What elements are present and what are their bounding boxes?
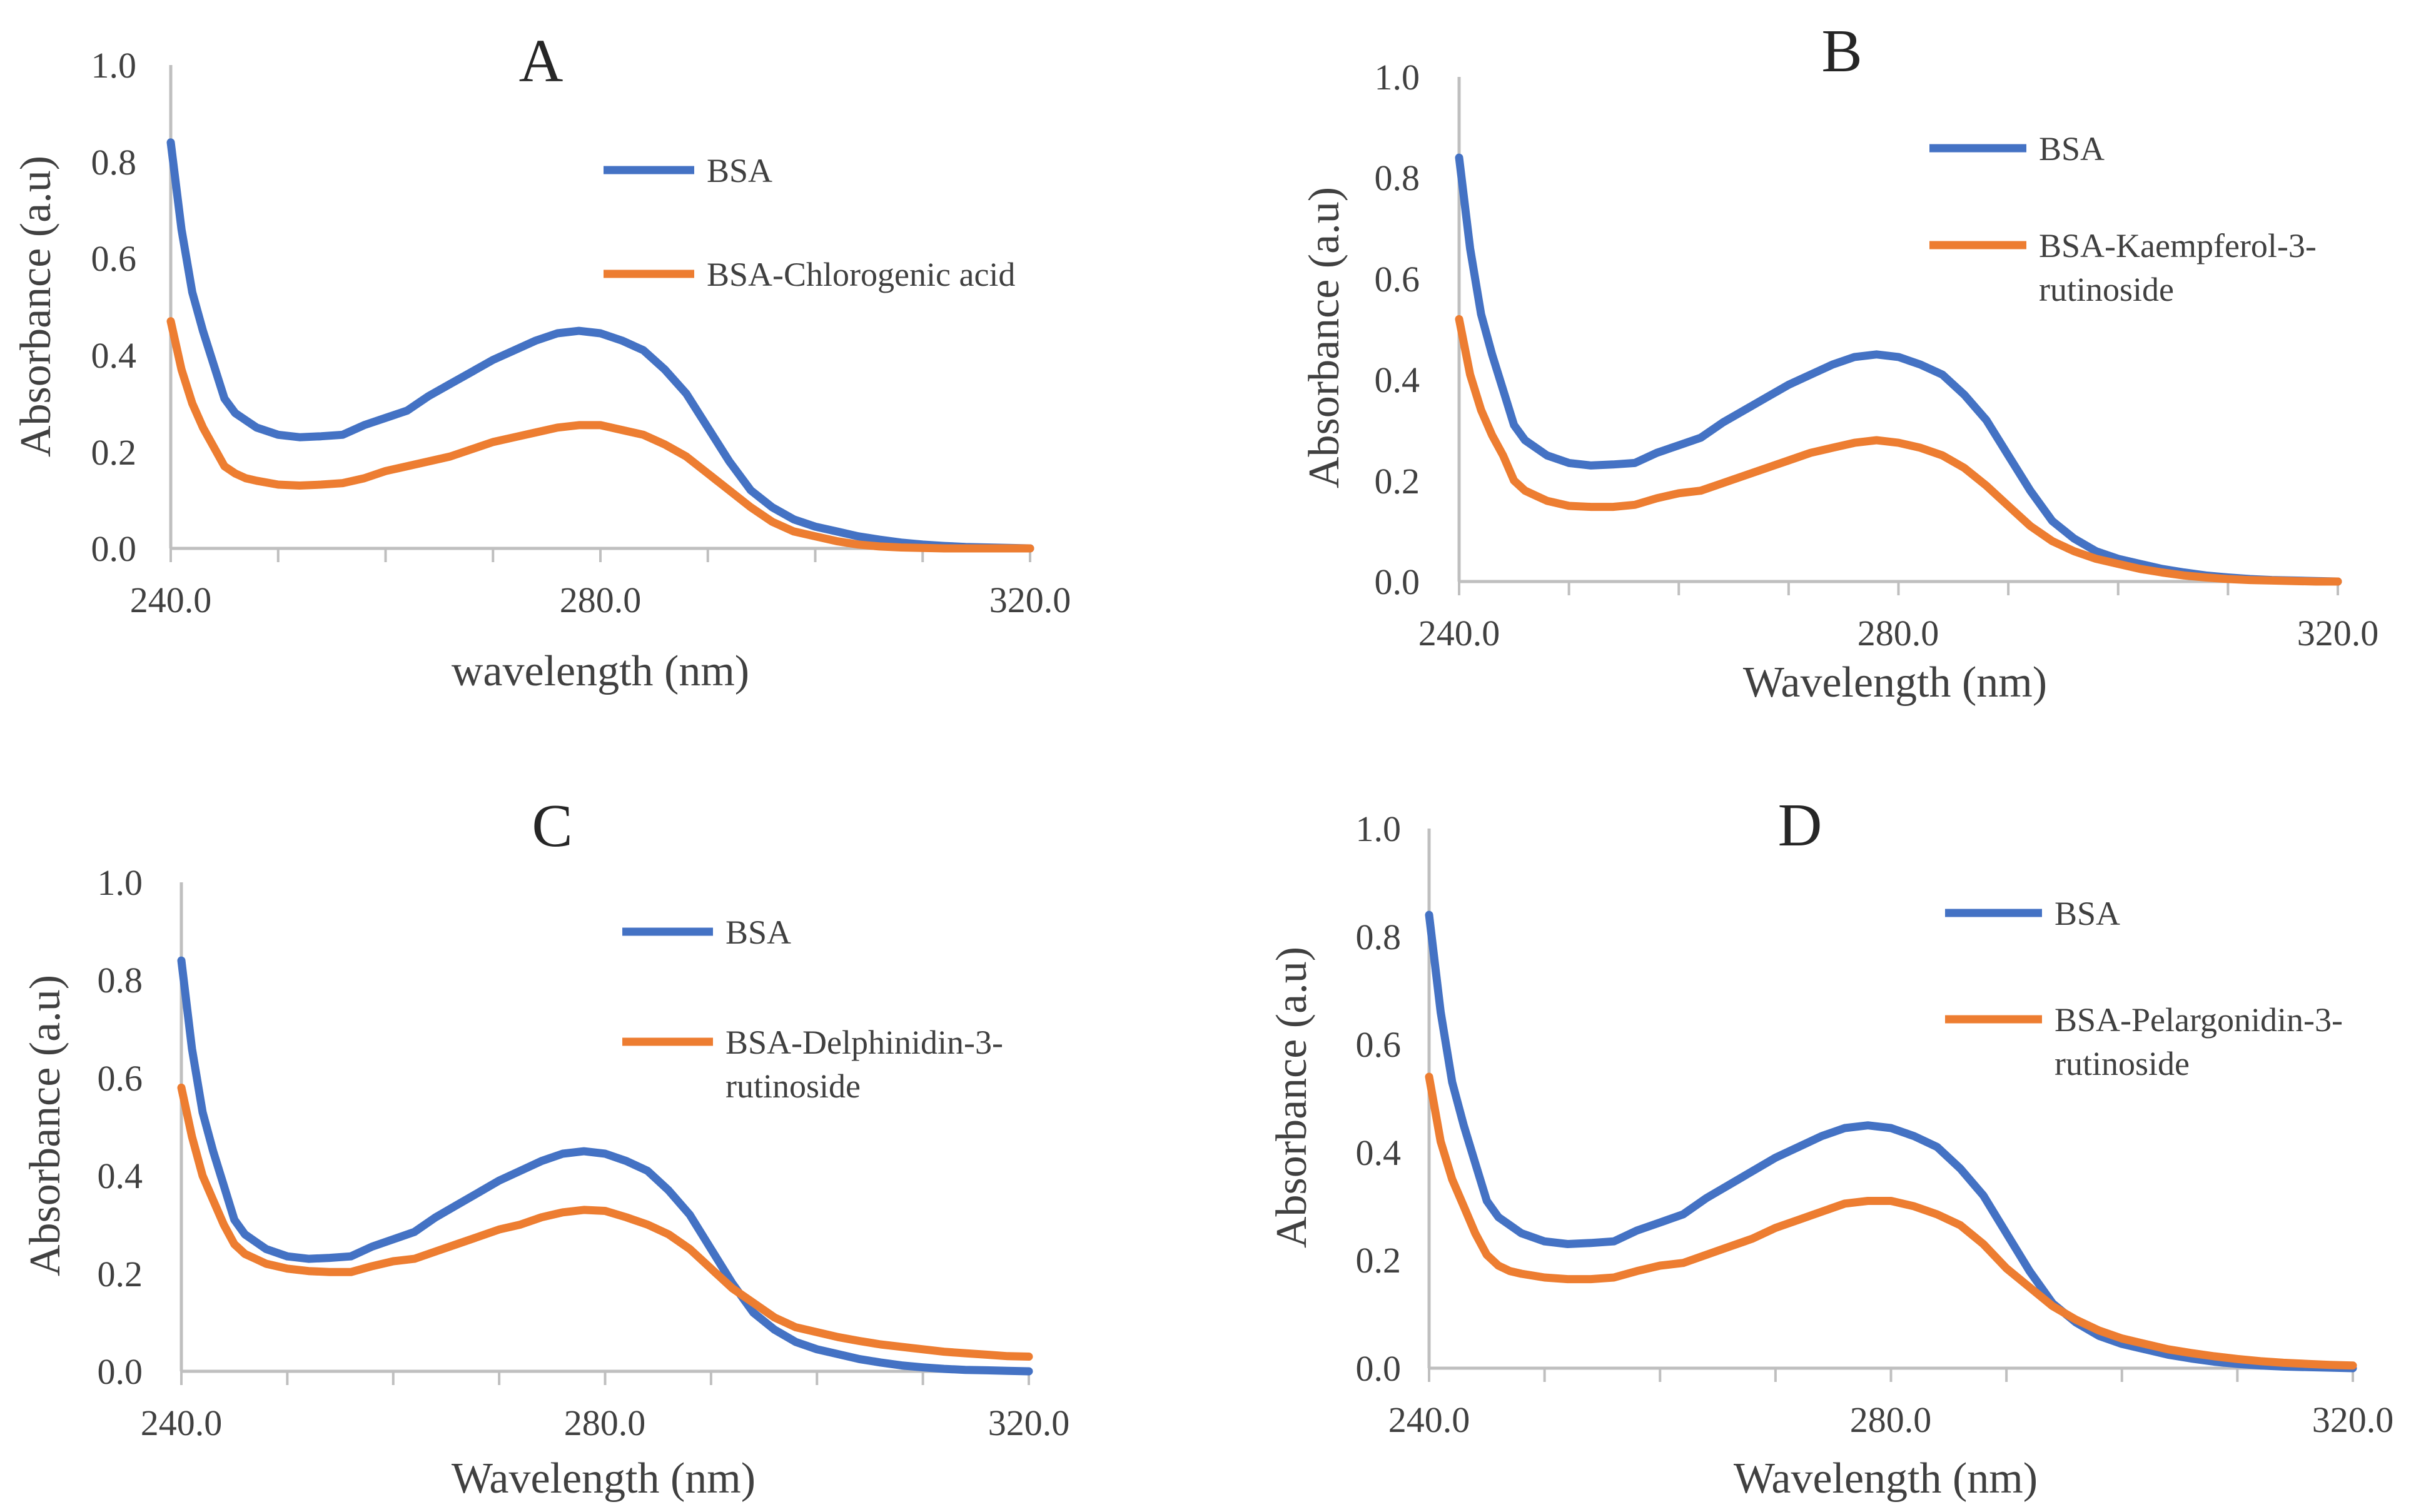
legend-label-bsa: BSA (707, 152, 772, 189)
y-tick-label: 0.2 (98, 1254, 143, 1294)
y-tick-label: 1.0 (1375, 57, 1420, 98)
legend-label-line: BSA-Delphinidin-3- (725, 1024, 1003, 1061)
y-tick-label: 0.0 (1375, 562, 1420, 602)
panel-c: C Absorbance (a.u) Wavelength (nm) 0.0 0… (21, 792, 1069, 1503)
panel-c-x-tick-labels: 240.0 280.0 320.0 (141, 1403, 1070, 1443)
panel-c-legend: BSA BSA-Delphinidin-3- rutinoside (622, 914, 1011, 1105)
panel-b: B Absorbance (a.u) Wavelength (nm) 0.0 0… (1300, 18, 2378, 707)
panel-d-y-axis-title: Absorbance (a.u) (1268, 947, 1316, 1248)
x-tick-label: 320.0 (989, 580, 1071, 620)
panel-b-y-tick-labels: 0.0 0.2 0.4 0.6 0.8 1.0 (1375, 57, 1420, 602)
legend-label-bsa: BSA (2039, 130, 2105, 168)
panel-c-series-bsa-line (177, 956, 1033, 1376)
panel-d-series-bsa-line (1425, 910, 2357, 1373)
y-tick-label: 1.0 (1356, 809, 1402, 849)
panel-c-series-complex-line (177, 1083, 1033, 1361)
x-tick-label: 280.0 (1858, 613, 1939, 653)
y-tick-label: 0.8 (91, 142, 137, 183)
y-tick-label: 1.0 (91, 45, 137, 86)
panel-d-series-complex-line (1425, 1072, 2357, 1370)
panel-a-legend: BSA BSA-Chlorogenic acid (604, 152, 1015, 293)
panel-a: A Absorbance (a.u) wavelength (nm) 0.0 0… (12, 28, 1071, 695)
y-tick-label: 0.8 (1356, 917, 1402, 957)
y-tick-label: 0.6 (1375, 259, 1420, 300)
panel-b-series-complex-line (1455, 315, 2342, 586)
panel-a-letter: A (519, 28, 564, 95)
panel-a-x-axis-title: wavelength (nm) (452, 647, 749, 695)
panel-a-y-tick-labels: 0.0 0.2 0.4 0.6 0.8 1.0 (91, 45, 137, 569)
y-tick-label: 0.0 (91, 528, 137, 569)
legend-label-complex: BSA-Kaempferol-3- rutinoside (2039, 227, 2325, 308)
y-tick-label: 0.6 (1356, 1024, 1402, 1065)
y-tick-label: 0.8 (1375, 158, 1420, 198)
x-tick-label: 240.0 (1388, 1399, 1470, 1440)
legend-label-line: BSA-Kaempferol-3- (2039, 227, 2317, 265)
panel-a-x-tick-labels: 240.0 280.0 320.0 (130, 580, 1071, 620)
legend-label-line: rutinoside (2039, 271, 2174, 308)
x-tick-label: 280.0 (560, 580, 642, 620)
legend-label-complex: BSA-Delphinidin-3- rutinoside (725, 1024, 1011, 1105)
legend-label-bsa: BSA (2055, 895, 2120, 932)
legend-label-bsa: BSA (725, 914, 791, 951)
y-tick-label: 0.2 (1356, 1240, 1402, 1281)
x-tick-label: 240.0 (141, 1403, 223, 1443)
panel-c-y-tick-labels: 0.0 0.2 0.4 0.6 0.8 1.0 (98, 862, 143, 1392)
panel-b-letter: B (1821, 18, 1862, 85)
legend-label-complex: BSA-Pelargonidin-3- rutinoside (2055, 1001, 2351, 1082)
y-tick-label: 0.6 (91, 238, 137, 279)
y-tick-label: 0.0 (98, 1351, 143, 1392)
y-tick-label: 0.2 (91, 432, 137, 473)
panel-d-legend: BSA BSA-Pelargonidin-3- rutinoside (1945, 895, 2351, 1082)
panel-d-x-axis-title: Wavelength (nm) (1734, 1454, 2038, 1503)
y-tick-label: 0.2 (1375, 461, 1420, 501)
panel-d-x-tick-labels: 240.0 280.0 320.0 (1388, 1399, 2394, 1440)
x-tick-label: 280.0 (1850, 1399, 1932, 1440)
panel-c-x-axis-title: Wavelength (nm) (452, 1454, 756, 1503)
y-tick-label: 0.4 (91, 335, 137, 376)
panel-c-letter: C (532, 792, 572, 860)
panel-d-axes (1427, 829, 2354, 1382)
panel-b-y-axis-title: Absorbance (a.u) (1300, 187, 1348, 488)
panel-a-series-complex-line (166, 317, 1034, 553)
x-tick-label: 320.0 (2312, 1399, 2394, 1440)
panel-c-axes (179, 882, 1030, 1385)
y-tick-label: 0.8 (98, 960, 143, 1000)
panel-d-letter: D (1778, 792, 1822, 859)
panel-b-axes (1457, 77, 2339, 595)
x-tick-label: 320.0 (988, 1403, 1070, 1443)
panel-b-legend: BSA BSA-Kaempferol-3- rutinoside (1929, 130, 2325, 308)
panel-d-y-tick-labels: 0.0 0.2 0.4 0.6 0.8 1.0 (1356, 809, 1402, 1389)
x-tick-label: 320.0 (2297, 613, 2379, 653)
panel-c-y-axis-title: Absorbance (a.u) (21, 975, 69, 1276)
panel-a-y-axis-title: Absorbance (a.u) (12, 156, 60, 457)
y-tick-label: 0.4 (1375, 360, 1420, 400)
legend-label-complex: BSA-Chlorogenic acid (707, 256, 1015, 293)
x-tick-label: 280.0 (564, 1403, 646, 1443)
y-tick-label: 0.4 (1356, 1132, 1402, 1173)
x-tick-label: 240.0 (130, 580, 212, 620)
y-tick-label: 0.0 (1356, 1348, 1402, 1389)
panel-a-series-bsa-line (166, 138, 1034, 553)
panel-b-x-tick-labels: 240.0 280.0 320.0 (1418, 613, 2379, 653)
legend-label-line: rutinoside (2055, 1045, 2190, 1082)
panel-d: D Absorbance (a.u) Wavelength (nm) 0.0 0… (1268, 792, 2393, 1503)
legend-label-line: rutinoside (725, 1067, 861, 1105)
y-tick-label: 1.0 (98, 862, 143, 903)
panel-b-x-axis-title: Wavelength (nm) (1743, 658, 2047, 707)
y-tick-label: 0.4 (98, 1156, 143, 1196)
y-tick-label: 0.6 (98, 1058, 143, 1099)
x-tick-label: 240.0 (1418, 613, 1500, 653)
legend-label-line: BSA-Pelargonidin-3- (2055, 1001, 2343, 1039)
panel-b-series-bsa-line (1455, 153, 2342, 586)
